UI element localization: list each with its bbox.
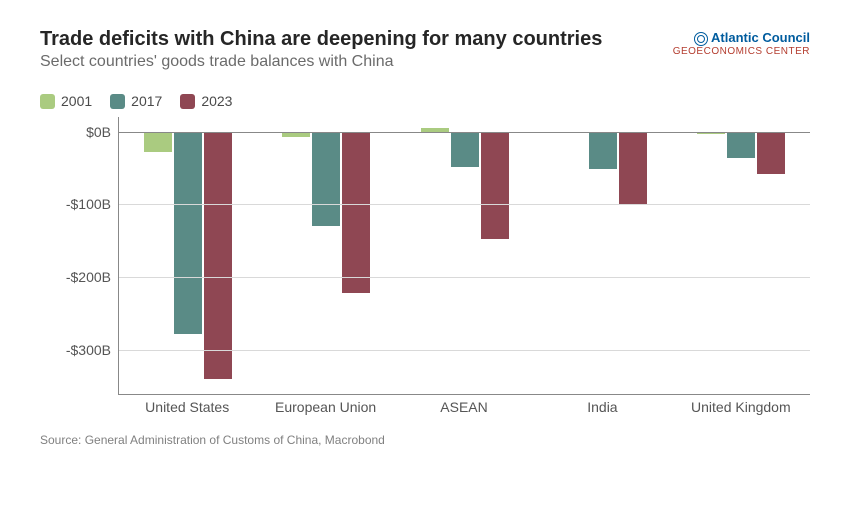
bar-group (672, 117, 810, 394)
bar (619, 132, 647, 205)
brand-block: Atlantic Council GEOECONOMICS CENTER (673, 28, 810, 58)
source-text: Source: General Administration of Custom… (40, 433, 810, 447)
bar (589, 132, 617, 170)
legend-label: 2001 (61, 93, 92, 109)
grid-line (119, 204, 810, 205)
bar-group (534, 117, 672, 394)
x-axis-labels: United StatesEuropean UnionASEANIndiaUni… (118, 395, 810, 417)
bar (204, 132, 232, 380)
legend-item: 2001 (40, 93, 92, 109)
bar (342, 132, 370, 294)
plot-area: $0B-$100B-$200B-$300B (118, 117, 810, 395)
chart-title: Trade deficits with China are deepening … (40, 28, 673, 51)
grid-line (119, 350, 810, 351)
legend-swatch (180, 94, 195, 109)
legend-item: 2017 (110, 93, 162, 109)
bar-groups (119, 117, 810, 394)
bar (451, 132, 479, 167)
legend-swatch (40, 94, 55, 109)
legend-label: 2023 (201, 93, 232, 109)
legend-swatch (110, 94, 125, 109)
chart-subtitle: Select countries' goods trade balances w… (40, 53, 673, 71)
bar-group (257, 117, 395, 394)
grid-line (119, 277, 810, 278)
header: Trade deficits with China are deepening … (40, 28, 810, 71)
bar (727, 132, 755, 158)
legend-label: 2017 (131, 93, 162, 109)
x-axis-label: European Union (256, 395, 394, 417)
x-axis-label: India (533, 395, 671, 417)
x-axis-label: United States (118, 395, 256, 417)
y-axis-label: $0B (86, 124, 111, 140)
brand-name-row: Atlantic Council (673, 30, 810, 46)
globe-icon (693, 31, 707, 45)
brand-sub: GEOECONOMICS CENTER (673, 46, 810, 58)
title-block: Trade deficits with China are deepening … (40, 28, 673, 71)
x-axis-label: United Kingdom (672, 395, 810, 417)
bar-group (395, 117, 533, 394)
y-axis-label: -$100B (66, 196, 111, 212)
bar (144, 132, 172, 152)
y-axis-label: -$300B (66, 342, 111, 358)
bar-group (119, 117, 257, 394)
bar (757, 132, 785, 174)
brand-name: Atlantic Council (711, 30, 810, 46)
zero-line (119, 132, 810, 133)
x-axis-label: ASEAN (395, 395, 533, 417)
y-axis-label: -$200B (66, 269, 111, 285)
bar (312, 132, 340, 227)
chart-container: Trade deficits with China are deepening … (0, 0, 850, 457)
legend: 2001 2017 2023 (40, 93, 810, 109)
bar (174, 132, 202, 335)
legend-item: 2023 (180, 93, 232, 109)
bar (481, 132, 509, 240)
chart-area: $0B-$100B-$200B-$300B United StatesEurop… (68, 117, 810, 417)
